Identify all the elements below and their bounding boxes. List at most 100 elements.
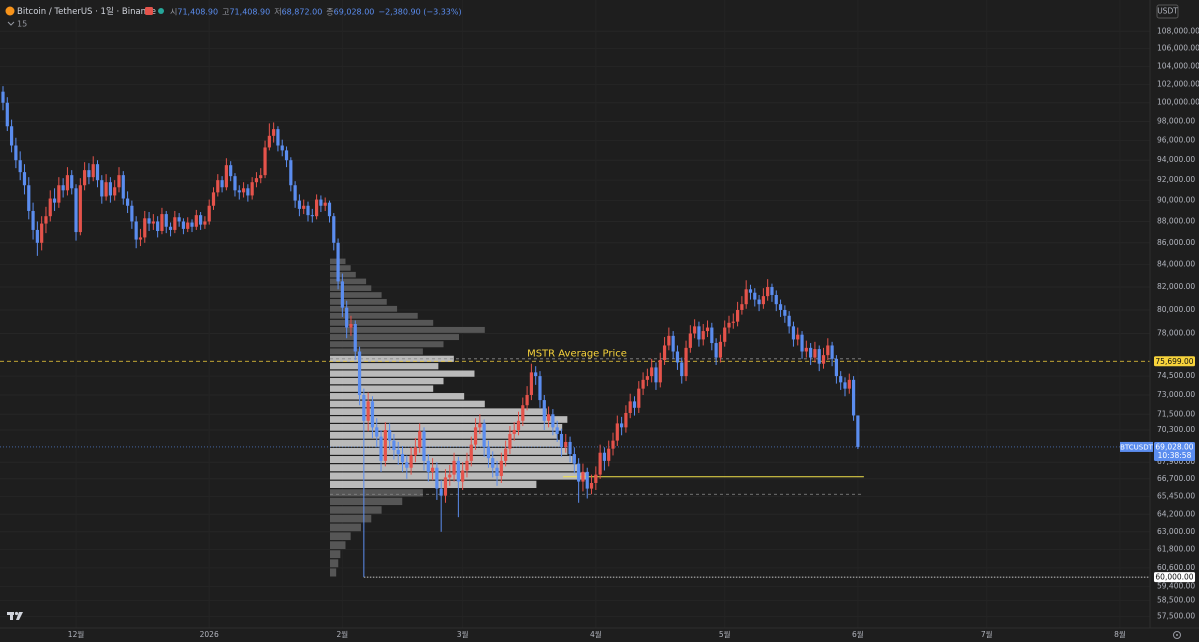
candle-body bbox=[534, 372, 538, 377]
x-tick-label: 5월 bbox=[719, 629, 731, 639]
candle-body bbox=[529, 372, 533, 395]
candle-body bbox=[48, 198, 52, 217]
profile-bar bbox=[330, 363, 439, 370]
candle-body bbox=[246, 188, 250, 196]
candle-body bbox=[5, 102, 9, 127]
candle-body bbox=[267, 135, 271, 148]
settings-icon[interactable] bbox=[1173, 631, 1181, 639]
profile-bar bbox=[330, 489, 423, 497]
y-tick-label: 71,500.00 bbox=[1157, 409, 1195, 418]
candle-body bbox=[211, 192, 216, 206]
profile-bar bbox=[330, 431, 558, 439]
candle-body bbox=[306, 205, 310, 216]
profile-bar bbox=[330, 447, 568, 455]
axis-labels: 108,000.00 106,000.00 104,000.00 102,000.00… bbox=[68, 26, 1199, 639]
candle-body bbox=[14, 145, 18, 161]
profile-bar bbox=[330, 271, 356, 278]
y-tick-label: 70,300.00 bbox=[1157, 425, 1195, 434]
candle-body bbox=[216, 180, 220, 193]
candle-body bbox=[830, 345, 834, 359]
candle-body bbox=[645, 376, 649, 380]
candle-body bbox=[791, 326, 796, 340]
y-tick-label: 100,000.00 bbox=[1157, 98, 1199, 107]
y-tick-label: 64,200.00 bbox=[1157, 509, 1195, 518]
candle-body bbox=[744, 289, 748, 305]
candle-body bbox=[748, 289, 753, 293]
candle-body bbox=[78, 185, 82, 233]
candle-body bbox=[624, 412, 628, 428]
candle-body bbox=[340, 281, 344, 308]
candle-body bbox=[856, 415, 860, 447]
candle-body bbox=[379, 436, 383, 461]
change: −2,380.90 (−3.33%) bbox=[378, 7, 461, 16]
candle-body bbox=[469, 444, 473, 461]
candle-body bbox=[370, 401, 375, 428]
candle-body bbox=[628, 401, 632, 413]
candle-body bbox=[91, 164, 95, 178]
candle-body bbox=[310, 215, 314, 217]
candle-body bbox=[675, 351, 680, 363]
candle-body bbox=[426, 460, 430, 472]
candle-body bbox=[800, 334, 804, 352]
candle-body bbox=[27, 185, 31, 211]
candle-body bbox=[194, 215, 198, 227]
candle-body bbox=[207, 205, 211, 222]
candle-body bbox=[705, 327, 710, 332]
candle-body bbox=[61, 185, 65, 191]
candle-body bbox=[809, 347, 813, 358]
profile-bar bbox=[330, 506, 382, 514]
collapse-chevron[interactable] bbox=[7, 21, 15, 26]
candle-body bbox=[697, 326, 701, 340]
ohlc-value: 71,408.90 bbox=[229, 7, 270, 16]
candle-body bbox=[203, 221, 207, 225]
symbol-tag bbox=[1120, 441, 1153, 452]
candle-body bbox=[293, 185, 297, 201]
ohlc-key: 저 bbox=[274, 7, 281, 16]
candle-body bbox=[448, 474, 452, 478]
candle-body bbox=[796, 334, 800, 340]
candle-body bbox=[735, 309, 740, 322]
profile-bar bbox=[330, 265, 351, 271]
candle-body bbox=[254, 178, 259, 183]
candle-body bbox=[108, 182, 112, 196]
candle-body bbox=[671, 335, 675, 352]
price-tag bbox=[1154, 572, 1195, 583]
last-price-label: 69,028.00 bbox=[1155, 442, 1193, 451]
x-tick-label: 4월 bbox=[590, 629, 602, 639]
profile-bar bbox=[330, 400, 485, 408]
ohlc-key: 시 bbox=[170, 7, 177, 16]
symbol-tag-label: BTCUSDT bbox=[1120, 443, 1154, 451]
symbol-title[interactable]: Bitcoin / TetherUS · 1일 · Binance bbox=[17, 7, 156, 17]
candle-body bbox=[130, 205, 134, 222]
y-tick-label: 88,000.00 bbox=[1157, 216, 1195, 225]
candle-body bbox=[349, 323, 353, 328]
candle-body bbox=[542, 400, 546, 421]
candle-body bbox=[125, 198, 130, 206]
y-tick-label: 98,000.00 bbox=[1157, 117, 1195, 126]
candle-body bbox=[160, 214, 164, 232]
profile-bar bbox=[330, 424, 563, 431]
y-tick-label: 86,000.00 bbox=[1157, 238, 1195, 247]
profile-bar bbox=[330, 319, 434, 326]
ohlc-value: 71,408.90 bbox=[177, 7, 218, 16]
price-tag bbox=[1154, 356, 1195, 367]
y-tick-label: 94,000.00 bbox=[1157, 155, 1195, 164]
currency-box[interactable] bbox=[1156, 4, 1179, 19]
x-tick-label: 12월 bbox=[68, 629, 85, 639]
market-status-icon bbox=[145, 7, 153, 15]
candle-body bbox=[839, 376, 843, 383]
live-dot bbox=[158, 8, 164, 14]
candle-body bbox=[439, 488, 443, 496]
candle-body bbox=[362, 394, 366, 421]
candle-body bbox=[1, 91, 5, 103]
x-tick-label: 3월 bbox=[457, 629, 469, 639]
candle-body bbox=[138, 237, 143, 240]
profile-bar bbox=[330, 278, 367, 285]
candle-body bbox=[100, 180, 104, 197]
profile-bar bbox=[330, 299, 387, 305]
candle-body bbox=[718, 341, 723, 358]
candle-body bbox=[186, 222, 190, 229]
profile-bar bbox=[330, 456, 573, 464]
